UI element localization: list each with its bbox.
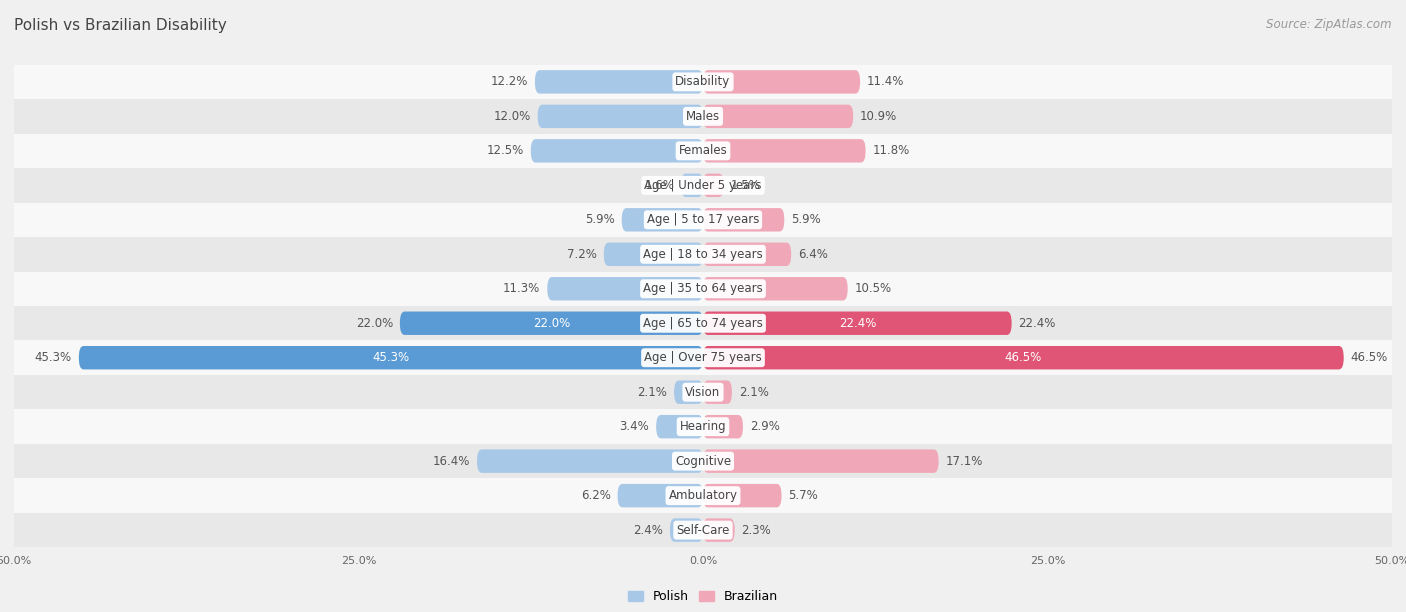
Text: 22.4%: 22.4%	[838, 317, 876, 330]
FancyBboxPatch shape	[703, 208, 785, 231]
Text: 2.1%: 2.1%	[738, 386, 769, 398]
FancyBboxPatch shape	[617, 484, 703, 507]
Text: 11.8%: 11.8%	[873, 144, 910, 157]
Text: Ambulatory: Ambulatory	[668, 489, 738, 502]
Text: Self-Care: Self-Care	[676, 524, 730, 537]
Text: Cognitive: Cognitive	[675, 455, 731, 468]
Text: Vision: Vision	[685, 386, 721, 398]
Text: Source: ZipAtlas.com: Source: ZipAtlas.com	[1267, 18, 1392, 31]
Text: 1.5%: 1.5%	[731, 179, 761, 192]
FancyBboxPatch shape	[681, 174, 703, 197]
Bar	[14, 306, 1392, 340]
Bar	[14, 237, 1392, 272]
Bar	[14, 375, 1392, 409]
FancyBboxPatch shape	[547, 277, 703, 300]
FancyBboxPatch shape	[673, 381, 703, 404]
FancyBboxPatch shape	[703, 174, 724, 197]
Bar	[14, 65, 1392, 99]
FancyBboxPatch shape	[703, 242, 792, 266]
FancyBboxPatch shape	[703, 346, 1344, 370]
Text: Females: Females	[679, 144, 727, 157]
Text: 22.0%: 22.0%	[533, 317, 569, 330]
Bar	[14, 272, 1392, 306]
Text: Polish vs Brazilian Disability: Polish vs Brazilian Disability	[14, 18, 226, 34]
Text: 11.4%: 11.4%	[868, 75, 904, 88]
FancyBboxPatch shape	[399, 312, 703, 335]
Text: 2.1%: 2.1%	[637, 386, 668, 398]
Text: 11.3%: 11.3%	[503, 282, 540, 295]
FancyBboxPatch shape	[703, 70, 860, 94]
Text: 6.4%: 6.4%	[799, 248, 828, 261]
Bar	[14, 479, 1392, 513]
Text: 22.0%: 22.0%	[356, 317, 392, 330]
FancyBboxPatch shape	[703, 312, 1012, 335]
Bar	[14, 409, 1392, 444]
Bar	[14, 133, 1392, 168]
Text: 7.2%: 7.2%	[567, 248, 598, 261]
Legend: Polish, Brazilian: Polish, Brazilian	[623, 585, 783, 608]
Bar	[14, 444, 1392, 479]
Text: 16.4%: 16.4%	[433, 455, 470, 468]
FancyBboxPatch shape	[657, 415, 703, 438]
FancyBboxPatch shape	[703, 518, 735, 542]
Text: Age | 5 to 17 years: Age | 5 to 17 years	[647, 214, 759, 226]
Text: Age | Over 75 years: Age | Over 75 years	[644, 351, 762, 364]
Text: Age | 18 to 34 years: Age | 18 to 34 years	[643, 248, 763, 261]
Text: Hearing: Hearing	[679, 420, 727, 433]
Bar	[14, 513, 1392, 547]
Bar	[14, 99, 1392, 133]
Text: 46.5%: 46.5%	[1351, 351, 1388, 364]
Bar	[14, 168, 1392, 203]
Text: 5.7%: 5.7%	[789, 489, 818, 502]
Text: 2.3%: 2.3%	[741, 524, 772, 537]
FancyBboxPatch shape	[477, 449, 703, 473]
Text: 17.1%: 17.1%	[945, 455, 983, 468]
Text: 5.9%: 5.9%	[585, 214, 614, 226]
Text: Age | 65 to 74 years: Age | 65 to 74 years	[643, 317, 763, 330]
Text: 2.9%: 2.9%	[749, 420, 780, 433]
Bar	[14, 203, 1392, 237]
Text: Age | Under 5 years: Age | Under 5 years	[644, 179, 762, 192]
Text: Age | 35 to 64 years: Age | 35 to 64 years	[643, 282, 763, 295]
FancyBboxPatch shape	[703, 277, 848, 300]
FancyBboxPatch shape	[669, 518, 703, 542]
FancyBboxPatch shape	[703, 449, 939, 473]
Text: 46.5%: 46.5%	[1005, 351, 1042, 364]
FancyBboxPatch shape	[79, 346, 703, 370]
FancyBboxPatch shape	[621, 208, 703, 231]
Text: 5.9%: 5.9%	[792, 214, 821, 226]
FancyBboxPatch shape	[537, 105, 703, 128]
Text: 45.3%: 45.3%	[35, 351, 72, 364]
Text: 22.4%: 22.4%	[1018, 317, 1056, 330]
FancyBboxPatch shape	[603, 242, 703, 266]
Text: 3.4%: 3.4%	[620, 420, 650, 433]
FancyBboxPatch shape	[703, 105, 853, 128]
Text: 6.2%: 6.2%	[581, 489, 610, 502]
FancyBboxPatch shape	[703, 484, 782, 507]
Text: 12.5%: 12.5%	[486, 144, 524, 157]
Bar	[14, 340, 1392, 375]
Text: 10.9%: 10.9%	[860, 110, 897, 123]
Text: 12.0%: 12.0%	[494, 110, 531, 123]
FancyBboxPatch shape	[531, 139, 703, 163]
Text: Males: Males	[686, 110, 720, 123]
FancyBboxPatch shape	[703, 415, 742, 438]
Text: 12.2%: 12.2%	[491, 75, 529, 88]
Text: 45.3%: 45.3%	[373, 351, 409, 364]
Text: 10.5%: 10.5%	[855, 282, 891, 295]
FancyBboxPatch shape	[703, 381, 733, 404]
Text: 2.4%: 2.4%	[633, 524, 664, 537]
Text: 1.6%: 1.6%	[644, 179, 673, 192]
FancyBboxPatch shape	[703, 139, 866, 163]
FancyBboxPatch shape	[534, 70, 703, 94]
Text: Disability: Disability	[675, 75, 731, 88]
